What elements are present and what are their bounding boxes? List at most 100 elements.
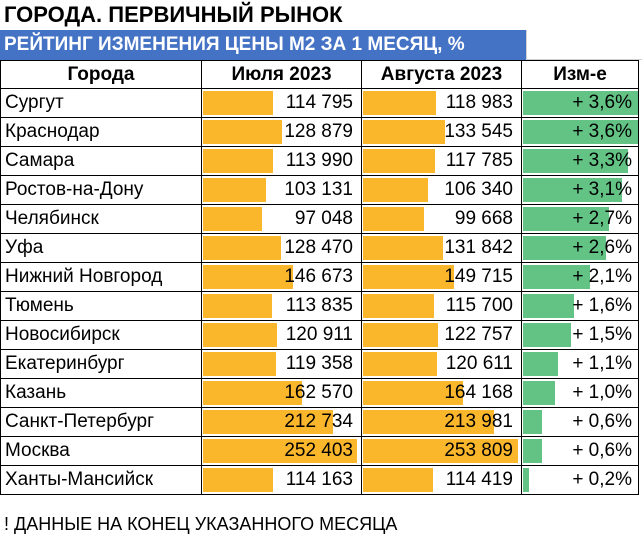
change-bar xyxy=(523,91,638,115)
change-cell: + 1,0% xyxy=(521,378,639,408)
price-bar xyxy=(363,91,436,115)
title-row: ГОРОДА. ПЕРВИЧНЫЙ РЫНОК xyxy=(0,0,642,30)
table-body: Сургут 114 795 118 983 + 3,6% Краснодар 128 8… xyxy=(0,88,639,495)
price-july-cell: 128 470 xyxy=(201,233,362,263)
price-august-cell: 131 842 xyxy=(361,233,522,263)
price-august-cell: 114 419 xyxy=(361,465,522,495)
rating-table: Города Июля 2023 Августа 2023 Изм-е Сург… xyxy=(0,60,639,495)
change-value: + 3,1% xyxy=(572,179,632,200)
price-value: 115 700 xyxy=(445,295,513,316)
price-bar xyxy=(203,91,273,115)
city-name: Челябинск xyxy=(0,204,202,234)
price-bar xyxy=(203,381,302,405)
city-name: Ростов-на-Дону xyxy=(0,175,202,205)
change-cell: + 3,6% xyxy=(521,88,639,118)
change-bar xyxy=(523,236,606,260)
price-bar xyxy=(363,410,494,434)
price-july-cell: 113 990 xyxy=(201,146,362,176)
change-value: + 2,7% xyxy=(572,208,632,229)
change-value: + 1,1% xyxy=(572,353,632,374)
change-cell: + 2,1% xyxy=(521,262,639,292)
price-bar xyxy=(363,468,433,492)
price-july-cell: 162 570 xyxy=(201,378,362,408)
change-cell: + 2,6% xyxy=(521,233,639,263)
table-row: Казань 162 570 164 168 + 1,0% xyxy=(0,378,639,408)
price-bar xyxy=(203,207,262,231)
price-value: 114 419 xyxy=(445,469,513,490)
price-august-cell: 106 340 xyxy=(361,175,522,205)
price-value: 128 879 xyxy=(284,121,353,142)
price-bar xyxy=(363,381,463,405)
price-bar xyxy=(203,236,281,260)
price-value: 113 990 xyxy=(285,150,353,171)
price-august-cell: 149 715 xyxy=(361,262,522,292)
price-bar xyxy=(203,439,357,463)
city-name: Тюмень xyxy=(0,291,202,321)
price-value: 122 757 xyxy=(444,324,513,345)
price-value: 162 570 xyxy=(284,382,353,403)
price-bar xyxy=(203,352,276,376)
table-row: Ханты-Мансийск 114 163 114 419 + 0,2% xyxy=(0,465,639,495)
table-row: Нижний Новгород 146 673 149 715 + 2,1% xyxy=(0,262,639,292)
change-cell: + 1,1% xyxy=(521,349,639,379)
price-july-cell: 114 795 xyxy=(201,88,362,118)
header-row: Города Июля 2023 Августа 2023 Изм-е xyxy=(0,60,639,89)
price-value: 252 403 xyxy=(284,440,353,461)
change-cell: + 3,6% xyxy=(521,117,639,147)
change-value: + 2,6% xyxy=(572,237,632,258)
price-august-cell: 133 545 xyxy=(361,117,522,147)
header-august: Августа 2023 xyxy=(361,60,522,89)
table-row: Новосибирск 120 911 122 757 + 1,5% xyxy=(0,320,639,350)
change-value: + 1,6% xyxy=(572,295,632,316)
table-row: Екатеринбург 119 358 120 611 + 1,1% xyxy=(0,349,639,379)
city-name: Самара xyxy=(0,146,202,176)
price-value: 213 981 xyxy=(444,411,513,432)
price-value: 103 131 xyxy=(284,179,353,200)
price-july-cell: 114 163 xyxy=(201,465,362,495)
gridline xyxy=(526,59,642,60)
price-bar xyxy=(203,294,272,318)
price-value: 113 835 xyxy=(285,295,353,316)
price-july-cell: 252 403 xyxy=(201,436,362,466)
footnote: ! ДАННЫЕ НА КОНЕЦ УКАЗАННОГО МЕСЯЦА xyxy=(4,514,398,534)
price-august-cell: 99 668 xyxy=(361,204,522,234)
city-name: Москва xyxy=(0,436,202,466)
city-name: Уфа xyxy=(0,233,202,263)
change-value: + 1,5% xyxy=(572,324,632,345)
subtitle-banner: РЕЙТИНГ ИЗМЕНЕНИЯ ЦЕНЫ М2 ЗА 1 МЕСЯЦ, % xyxy=(0,30,526,60)
change-bar xyxy=(523,410,542,434)
price-july-cell: 120 911 xyxy=(201,320,362,350)
table-row: Самара 113 990 117 785 + 3,3% xyxy=(0,146,639,176)
price-bar xyxy=(203,120,282,144)
city-name: Екатеринбург xyxy=(0,349,202,379)
price-bar xyxy=(203,149,273,173)
price-bar xyxy=(203,410,333,434)
price-august-cell: 120 611 xyxy=(361,349,522,379)
price-value: 99 668 xyxy=(454,208,513,229)
price-value: 133 545 xyxy=(444,121,513,142)
city-name: Казань xyxy=(0,378,202,408)
price-value: 120 911 xyxy=(285,324,353,345)
table-row: Сургут 114 795 118 983 + 3,6% xyxy=(0,88,639,118)
price-value: 106 340 xyxy=(444,179,513,200)
change-bar xyxy=(523,178,622,202)
change-value: + 1,0% xyxy=(572,382,632,403)
table-row: Челябинск 97 048 99 668 + 2,7% xyxy=(0,204,639,234)
price-bar xyxy=(363,265,454,289)
change-bar xyxy=(523,468,529,492)
change-value: + 3,6% xyxy=(572,92,632,113)
price-bar xyxy=(203,178,266,202)
price-bar xyxy=(363,236,443,260)
change-bar xyxy=(523,120,638,144)
city-name: Сургут xyxy=(0,88,202,118)
price-bar xyxy=(363,207,424,231)
price-value: 253 809 xyxy=(444,440,513,461)
city-name: Санкт-Петербург xyxy=(0,407,202,437)
price-value: 164 168 xyxy=(444,382,513,403)
price-bar xyxy=(363,120,445,144)
change-bar xyxy=(523,207,609,231)
price-bar xyxy=(203,468,273,492)
change-cell: + 0,6% xyxy=(521,407,639,437)
price-july-cell: 146 673 xyxy=(201,262,362,292)
change-value: + 0,6% xyxy=(572,411,632,432)
